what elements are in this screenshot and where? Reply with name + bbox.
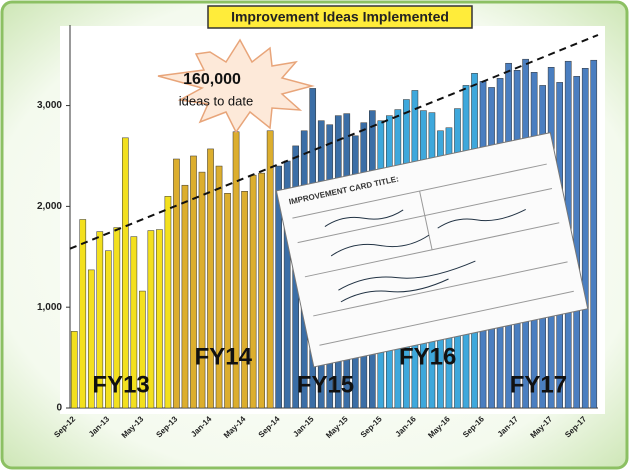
card-rule [419,190,433,250]
trend-line [69,34,599,250]
bar [258,172,265,409]
bar [207,148,214,409]
bar [113,227,121,409]
bar [241,191,248,409]
bar [590,59,598,409]
title-box [207,5,473,29]
bar [130,236,138,409]
bar [122,137,129,409]
y-tick-label: 3,000 [37,100,62,111]
card-rule [319,290,574,346]
fy-label: FY14 [195,343,253,370]
bar [96,231,104,409]
idea-card: IMPROVEMENT CARD TITLE: [275,132,589,368]
fy-label: FY13 [92,371,149,398]
card-rule [313,261,568,317]
handwriting [324,208,526,303]
bar [198,171,206,409]
bar [266,130,274,409]
bar [70,331,78,409]
bar [139,290,146,409]
bar [79,219,87,409]
fy-label: FY17 [510,371,567,398]
bar [275,165,282,409]
y-tick-label: 2,000 [37,201,62,212]
bar [173,158,180,409]
bar [581,68,589,409]
bar [87,269,95,409]
fy-label: FY16 [399,343,456,370]
bar [224,193,231,409]
bar [181,184,189,409]
y-tick-label: 1,000 [37,302,62,313]
callout-number: 160,000 [183,71,241,88]
bar [190,155,197,409]
bar [573,76,581,409]
fy-label: FY15 [297,371,354,398]
bar [105,250,112,409]
bar [156,229,163,409]
callout-text: ideas to date [179,93,253,108]
bar [147,230,155,409]
bar [215,165,223,409]
chart-title: Improvement Ideas Implemented [231,9,449,25]
bar [249,174,257,409]
starburst [157,38,315,134]
y-tick-label: 0 [56,403,62,414]
bar [164,196,172,409]
